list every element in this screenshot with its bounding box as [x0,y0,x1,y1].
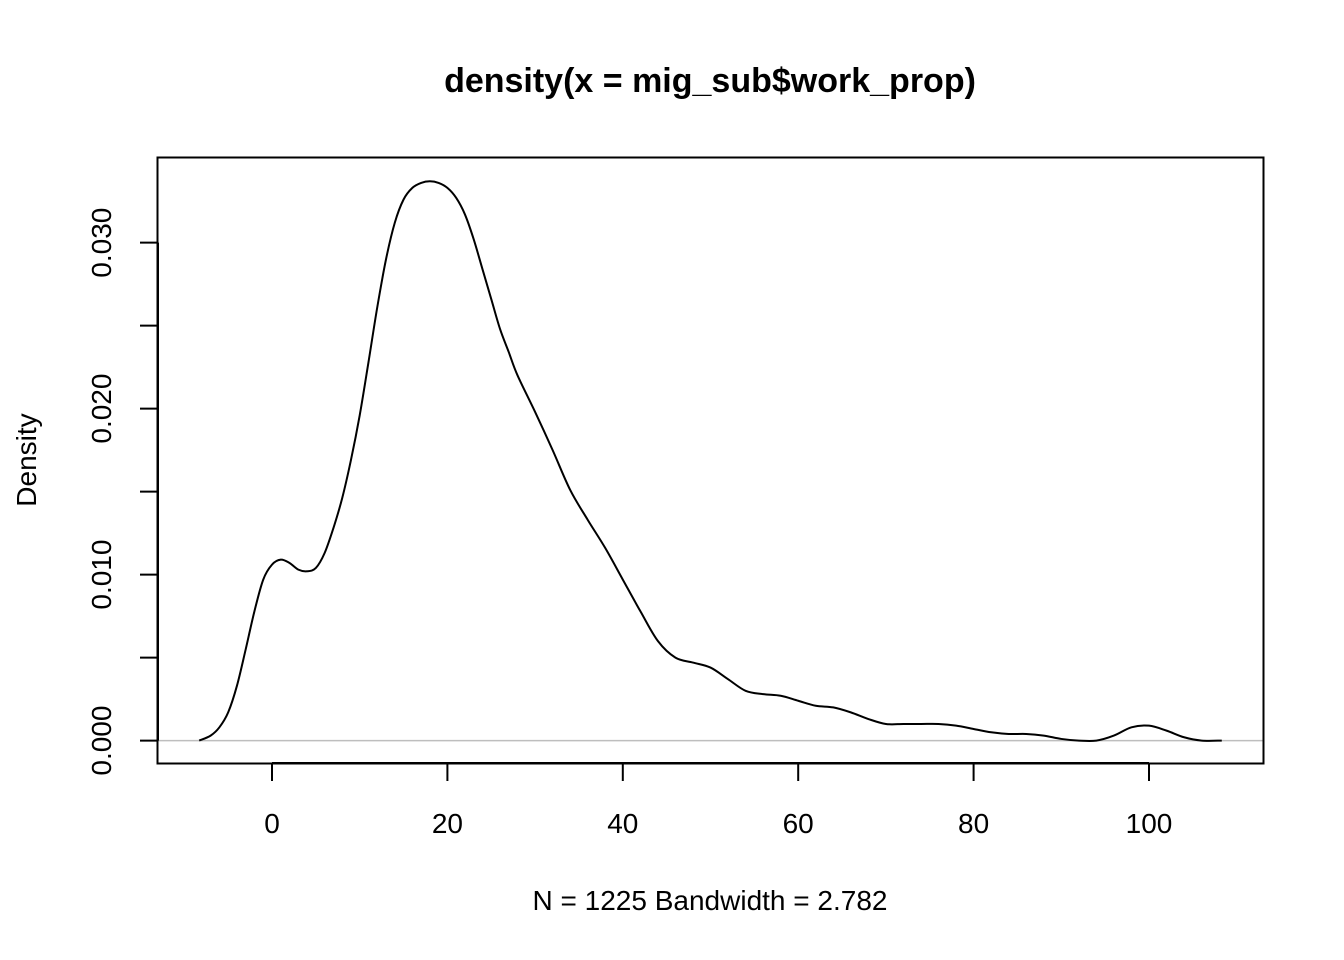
plot-frame [156,156,1265,765]
x-tick-label: 60 [783,808,814,839]
y-tick-label: 0.030 [86,208,117,278]
x-tick-label: 100 [1126,808,1173,839]
y-axis: 0.000 0.010 0.020 0.030 [86,208,159,776]
x-axis: 0 20 40 60 80 100 [264,762,1173,839]
series-layer [198,180,1222,743]
x-tick-label: 40 [607,808,638,839]
chart-title: density(x = mig_sub$work_prop) [444,62,976,100]
y-tick-label: 0.000 [86,706,117,776]
x-tick-label: 0 [264,808,280,839]
y-tick-label: 0.010 [86,540,117,610]
x-tick-label: 80 [958,808,989,839]
y-axis-label: Density [11,413,42,506]
x-tick-label: 20 [432,808,463,839]
y-tick-label: 0.020 [86,374,117,444]
x-axis-label: N = 1225 Bandwidth = 2.782 [533,885,888,916]
density-series-line-0 [198,180,1222,743]
